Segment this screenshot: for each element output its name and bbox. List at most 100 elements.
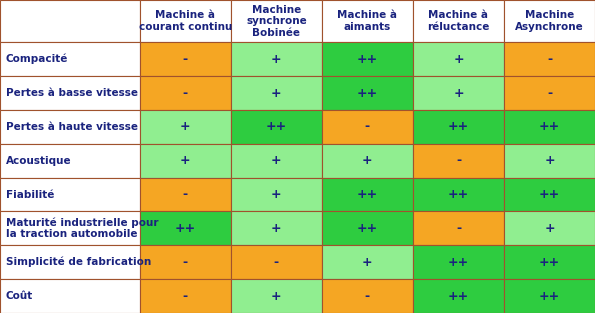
Bar — [322, 245, 413, 279]
Text: -: - — [365, 121, 370, 133]
Text: +: + — [271, 53, 281, 66]
Bar — [413, 144, 504, 178]
Bar — [0, 144, 140, 178]
Bar — [231, 178, 322, 212]
Text: -: - — [547, 86, 552, 100]
Bar — [413, 245, 504, 279]
Bar — [231, 144, 322, 178]
Bar — [231, 42, 322, 76]
Text: ++: ++ — [448, 121, 469, 133]
Bar — [231, 0, 322, 42]
Bar — [413, 42, 504, 76]
Bar — [0, 178, 140, 212]
Bar — [413, 76, 504, 110]
Text: +: + — [362, 154, 372, 167]
Bar — [322, 76, 413, 110]
Bar — [0, 212, 140, 245]
Bar — [0, 42, 140, 76]
Text: Simplicité de fabrication: Simplicité de fabrication — [6, 257, 151, 268]
Text: Machine
synchrone
Bobinée: Machine synchrone Bobinée — [246, 4, 307, 38]
Text: +: + — [271, 188, 281, 201]
Text: Machine à
réluctance: Machine à réluctance — [427, 10, 490, 32]
Bar — [140, 212, 231, 245]
Bar — [0, 0, 140, 42]
Text: ++: ++ — [448, 188, 469, 201]
Text: -: - — [183, 290, 188, 303]
Bar — [322, 279, 413, 313]
Bar — [413, 0, 504, 42]
Text: ++: ++ — [175, 222, 196, 235]
Bar — [504, 42, 595, 76]
Text: ++: ++ — [448, 256, 469, 269]
Bar — [322, 212, 413, 245]
Text: Pertes à basse vitesse: Pertes à basse vitesse — [6, 88, 138, 98]
Bar — [0, 279, 140, 313]
Text: -: - — [274, 256, 279, 269]
Text: Fiabilité: Fiabilité — [6, 190, 54, 200]
Text: +: + — [271, 290, 281, 303]
Bar — [504, 144, 595, 178]
Bar — [140, 279, 231, 313]
Text: ++: ++ — [357, 53, 378, 66]
Text: -: - — [456, 222, 461, 235]
Bar — [322, 110, 413, 144]
Bar — [140, 0, 231, 42]
Bar — [504, 212, 595, 245]
Text: +: + — [180, 121, 190, 133]
Bar — [231, 212, 322, 245]
Bar — [504, 76, 595, 110]
Text: Machine à
courant continu: Machine à courant continu — [139, 10, 232, 32]
Bar — [0, 76, 140, 110]
Bar — [413, 212, 504, 245]
Bar — [322, 42, 413, 76]
Text: -: - — [365, 290, 370, 303]
Bar — [140, 110, 231, 144]
Bar — [413, 279, 504, 313]
Text: ++: ++ — [539, 121, 560, 133]
Text: +: + — [180, 154, 190, 167]
Text: ++: ++ — [448, 290, 469, 303]
Bar — [231, 110, 322, 144]
Text: Maturité industrielle pour
la traction automobile: Maturité industrielle pour la traction a… — [6, 217, 158, 239]
Bar — [140, 144, 231, 178]
Text: Machine
Asynchrone: Machine Asynchrone — [515, 10, 584, 32]
Text: ++: ++ — [539, 256, 560, 269]
Text: Coût: Coût — [6, 291, 33, 301]
Text: -: - — [183, 53, 188, 66]
Text: ++: ++ — [357, 222, 378, 235]
Bar — [322, 178, 413, 212]
Bar — [140, 42, 231, 76]
Text: -: - — [183, 188, 188, 201]
Bar — [504, 245, 595, 279]
Text: -: - — [547, 53, 552, 66]
Text: -: - — [456, 154, 461, 167]
Text: +: + — [453, 86, 464, 100]
Bar — [0, 245, 140, 279]
Text: -: - — [183, 86, 188, 100]
Bar — [231, 279, 322, 313]
Bar — [140, 178, 231, 212]
Text: +: + — [271, 154, 281, 167]
Bar — [322, 144, 413, 178]
Text: +: + — [453, 53, 464, 66]
Text: +: + — [544, 154, 555, 167]
Bar — [504, 0, 595, 42]
Bar — [0, 110, 140, 144]
Bar — [413, 178, 504, 212]
Text: +: + — [271, 86, 281, 100]
Bar — [140, 245, 231, 279]
Text: Acoustique: Acoustique — [6, 156, 71, 166]
Text: ++: ++ — [539, 290, 560, 303]
Text: ++: ++ — [357, 86, 378, 100]
Text: ++: ++ — [539, 188, 560, 201]
Bar — [231, 76, 322, 110]
Text: Pertes à haute vitesse: Pertes à haute vitesse — [6, 122, 138, 132]
Text: +: + — [544, 222, 555, 235]
Text: +: + — [362, 256, 372, 269]
Bar — [504, 110, 595, 144]
Text: -: - — [183, 256, 188, 269]
Text: +: + — [271, 222, 281, 235]
Text: ++: ++ — [357, 188, 378, 201]
Bar — [413, 110, 504, 144]
Text: ++: ++ — [266, 121, 287, 133]
